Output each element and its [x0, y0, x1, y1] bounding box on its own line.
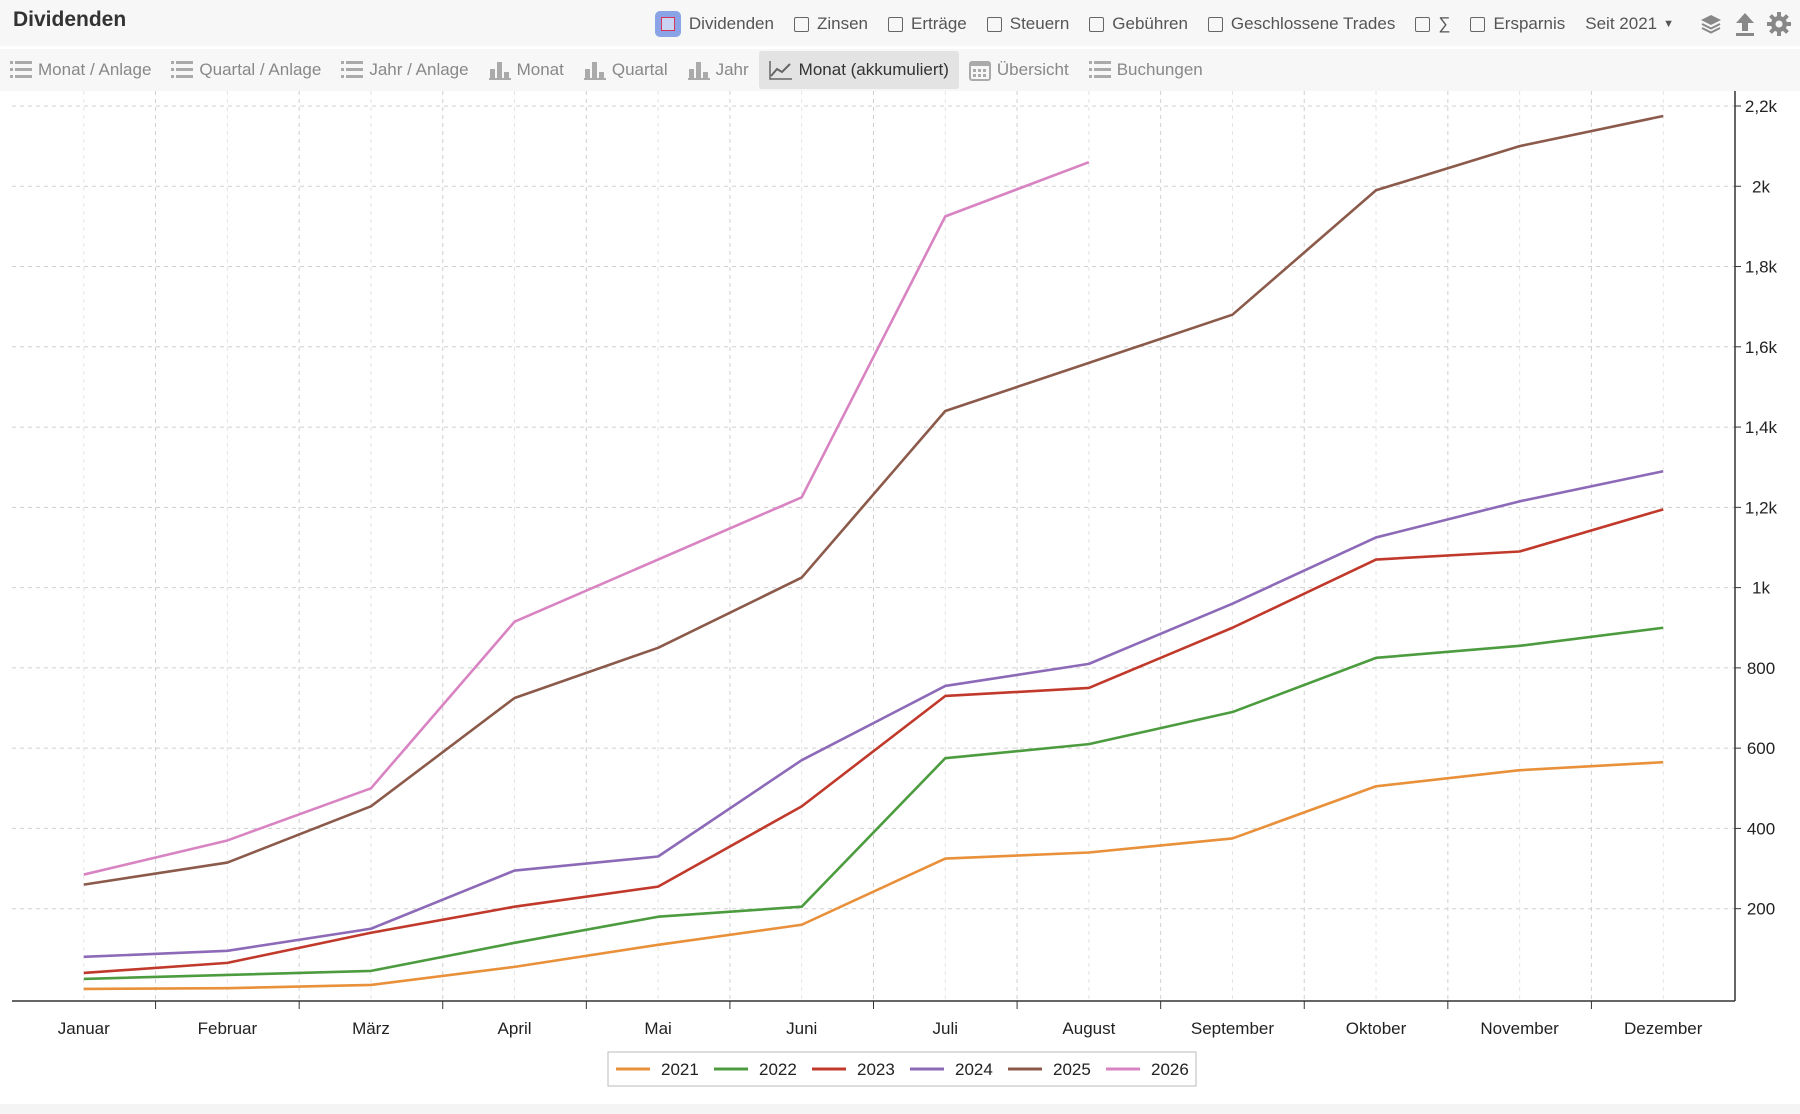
upload-icon[interactable]	[1732, 11, 1758, 37]
bar-chart-icon	[583, 60, 606, 80]
caret-down-icon: ▼	[1663, 18, 1674, 30]
tab-label: Jahr	[715, 60, 749, 79]
y-tick-label: 1k	[1752, 579, 1770, 598]
x-tick-label: Dezember	[1624, 1019, 1703, 1038]
tab-monat[interactable]: Monat	[479, 51, 574, 89]
filter-ersparnis[interactable]: Ersparnis	[1470, 14, 1565, 34]
tab-label: Quartal	[611, 60, 668, 79]
x-tick-label: September	[1191, 1019, 1274, 1038]
x-tick-label: April	[498, 1019, 532, 1038]
filter-sum[interactable]: ∑	[1415, 14, 1450, 34]
filter-checkbox[interactable]	[1470, 16, 1486, 32]
filter-checkbox[interactable]	[793, 16, 809, 32]
tab-label: Buchungen	[1116, 60, 1203, 79]
line-chart-icon	[768, 60, 793, 80]
list-icon	[171, 60, 194, 80]
y-tick-label: 400	[1747, 819, 1775, 838]
filter-label: Ersparnis	[1493, 14, 1566, 33]
layers-icon[interactable]	[1698, 11, 1724, 37]
filter-checkbox[interactable]	[1207, 16, 1223, 32]
tab-quartal-anlage[interactable]: Quartal / Anlage	[161, 51, 331, 89]
filter-checkbox[interactable]	[1415, 16, 1431, 32]
tab-jahr-anlage[interactable]: Jahr / Anlage	[331, 51, 478, 89]
x-tick-label: Oktober	[1346, 1019, 1407, 1038]
top-bar: Dividenden Dividenden Zinsen Erträge Steuer…	[0, 0, 1800, 46]
list-icon	[10, 60, 32, 80]
series-line-2023	[83, 508, 1664, 975]
y-tick-label: 1,2k	[1745, 498, 1778, 517]
accumulated-dividends-chart: 200 400 600 800 1k 1,2k 1,4k 1,6k 1,8k 2k 2,2k Janu…	[12, 91, 1778, 1087]
page-title: Dividenden	[13, 8, 127, 31]
period-select-label: Seit 2021	[1585, 14, 1658, 33]
filter-checkbox[interactable]	[654, 11, 681, 37]
filter-erträge[interactable]: Erträge	[887, 14, 967, 34]
filter-label: Zinsen	[816, 14, 868, 33]
bar-chart-icon	[687, 60, 710, 80]
filter-label: Steuern	[1009, 14, 1070, 33]
x-tick-label: Juli	[933, 1019, 959, 1038]
filter-gebühren[interactable]: Gebühren	[1089, 14, 1188, 34]
series-line-2022	[83, 626, 1664, 981]
view-tab-bar: Monat / Anlage Quartal / Anlage Jahr / Anl…	[0, 49, 1800, 91]
filter-label: Geschlossene Trades	[1230, 14, 1396, 33]
filter-label: Erträge	[910, 14, 967, 33]
tab-label: Quartal / Anlage	[199, 60, 322, 79]
calendar-icon	[968, 59, 991, 81]
tab-jahr[interactable]: Jahr	[678, 51, 759, 89]
footer-strip	[0, 1104, 1800, 1114]
tab-übersicht[interactable]: Übersicht	[959, 51, 1079, 89]
bar-chart-icon	[488, 60, 511, 80]
period-select[interactable]: Seit 2021 ▼	[1585, 14, 1674, 34]
legend-label: 2024	[955, 1060, 993, 1079]
x-tick-label: August	[1062, 1019, 1115, 1038]
gear-icon[interactable]	[1766, 11, 1792, 37]
series-line-2024	[83, 469, 1664, 959]
y-tick-label: 1,6k	[1745, 338, 1778, 357]
y-tick-label: 200	[1747, 900, 1775, 919]
x-tick-label: März	[352, 1019, 390, 1038]
series-line-2021	[83, 760, 1664, 991]
legend-label: 2023	[857, 1060, 895, 1079]
tab-label: Monat	[516, 60, 564, 79]
y-tick-label: 1,4k	[1745, 418, 1778, 437]
x-tick-label: November	[1480, 1019, 1559, 1038]
y-tick-label: 2,2k	[1745, 97, 1778, 116]
x-tick-label: Juni	[786, 1019, 817, 1038]
tab-monat-anlage[interactable]: Monat / Anlage	[0, 51, 161, 89]
tab-label: Monat / Anlage	[38, 60, 152, 79]
filter-dividenden[interactable]: Dividenden	[654, 11, 774, 37]
list-icon	[341, 60, 364, 80]
legend-label: 2022	[759, 1060, 797, 1079]
filter-checkbox[interactable]	[1089, 16, 1105, 32]
legend-label: 2021	[661, 1060, 699, 1079]
tab-quartal[interactable]: Quartal	[574, 51, 678, 89]
tab-label: Monat (akkumuliert)	[798, 60, 949, 79]
filter-geschlossene-trades[interactable]: Geschlossene Trades	[1207, 14, 1396, 34]
x-tick-label: Mai	[644, 1019, 671, 1038]
legend-label: 2025	[1053, 1060, 1091, 1079]
y-tick-label: 600	[1747, 739, 1775, 758]
legend-box	[607, 1051, 1197, 1087]
series-line-2026	[83, 160, 1090, 876]
filter-checkbox[interactable]	[887, 16, 903, 32]
x-tick-label: Januar	[58, 1019, 110, 1038]
list-icon	[1088, 60, 1111, 80]
filter-checkbox[interactable]	[986, 16, 1002, 32]
filter-label: Gebühren	[1112, 14, 1188, 33]
tab-monat-akkumuliert[interactable]: Monat (akkumuliert)	[758, 51, 959, 89]
filter-label: ∑	[1438, 14, 1451, 33]
filter-label: Dividenden	[688, 14, 774, 33]
legend-label: 2026	[1151, 1060, 1189, 1079]
tab-label: Übersicht	[996, 60, 1069, 79]
filter-zinsen[interactable]: Zinsen	[793, 14, 868, 34]
y-tick-label: 1,8k	[1745, 258, 1778, 277]
series-line-2025	[83, 114, 1664, 886]
filter-steuern[interactable]: Steuern	[986, 14, 1070, 34]
tab-label: Jahr / Anlage	[369, 60, 469, 79]
y-tick-label: 2k	[1752, 177, 1770, 196]
tab-buchungen[interactable]: Buchungen	[1079, 51, 1213, 89]
filter-bar: Dividenden Zinsen Erträge Steuern Gebühren Ge…	[654, 9, 1800, 39]
y-tick-label: 800	[1747, 659, 1775, 678]
x-tick-label: Februar	[198, 1019, 258, 1038]
